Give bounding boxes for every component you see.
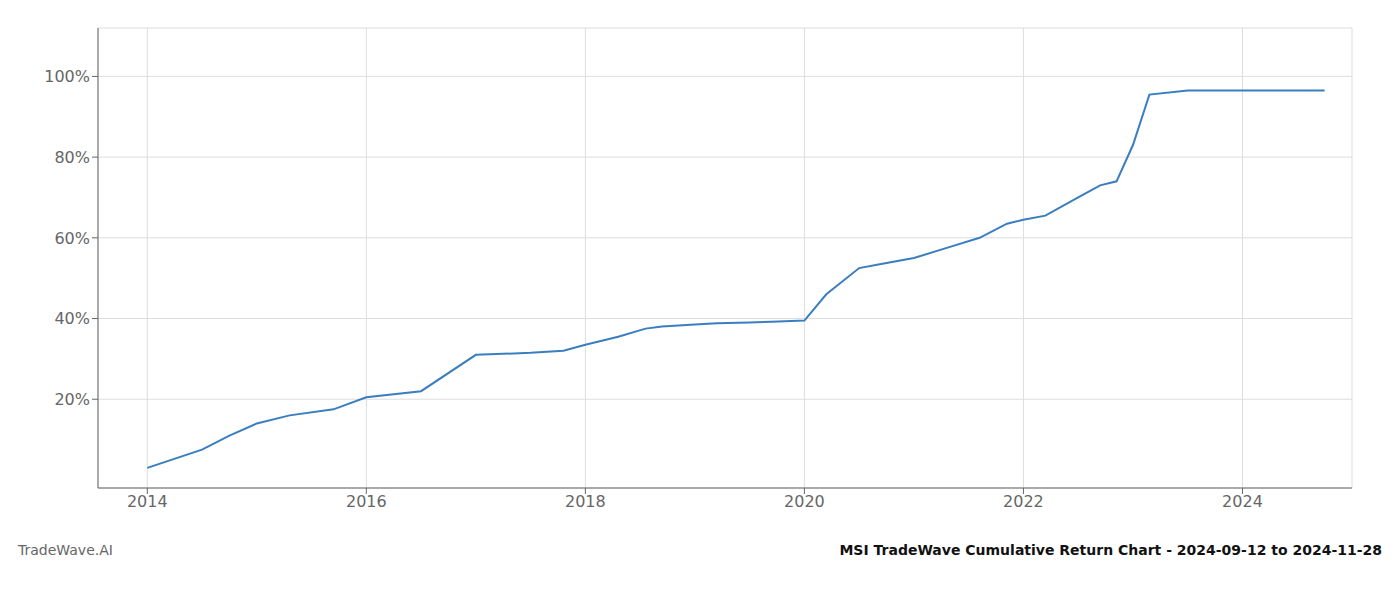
svg-text:100%: 100% xyxy=(44,67,90,86)
svg-text:2020: 2020 xyxy=(784,492,825,511)
svg-text:2022: 2022 xyxy=(1003,492,1044,511)
svg-text:20%: 20% xyxy=(54,390,90,409)
svg-text:40%: 40% xyxy=(54,309,90,328)
svg-text:2018: 2018 xyxy=(565,492,606,511)
svg-text:2016: 2016 xyxy=(346,492,387,511)
svg-text:80%: 80% xyxy=(54,148,90,167)
svg-text:2014: 2014 xyxy=(127,492,168,511)
html-text:TradeWave.AI: TradeWave.AI xyxy=(18,542,113,558)
html-text:MSI TradeWave Cumulative Retur: MSI TradeWave Cumulative Return Chart - … xyxy=(839,542,1382,558)
svg-text:2024: 2024 xyxy=(1222,492,1263,511)
svg-text:60%: 60% xyxy=(54,229,90,248)
